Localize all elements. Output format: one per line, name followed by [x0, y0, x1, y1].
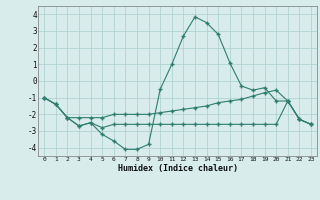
X-axis label: Humidex (Indice chaleur): Humidex (Indice chaleur)	[118, 164, 238, 173]
